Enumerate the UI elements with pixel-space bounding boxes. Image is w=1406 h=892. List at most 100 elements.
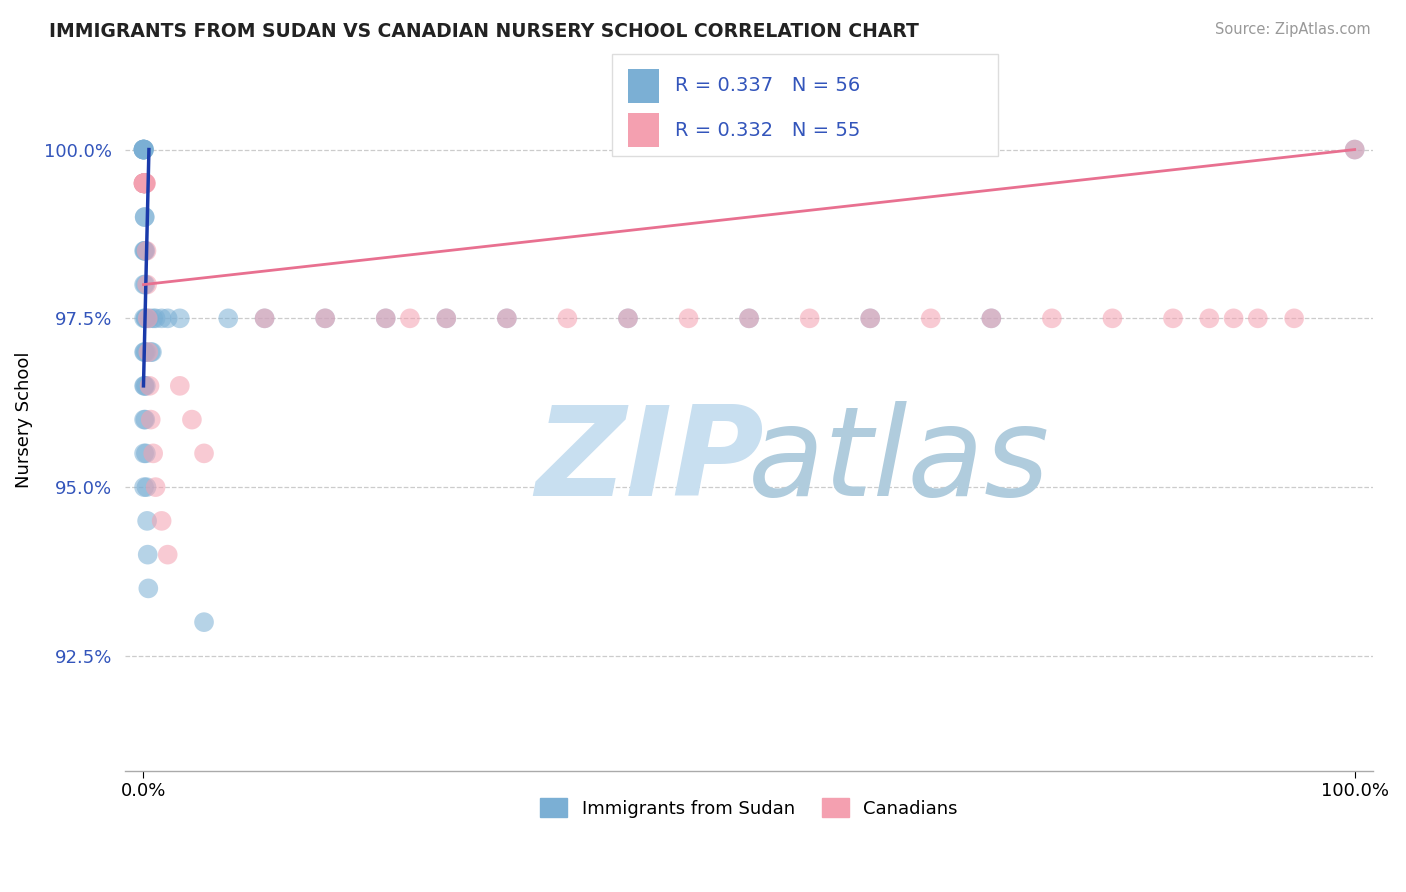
Point [169, 311, 191, 326]
Point [156, 548, 179, 562]
Point [434, 311, 457, 326]
Point [314, 311, 336, 326]
Point [156, 311, 179, 326]
Point [1222, 311, 1244, 326]
Point [141, 345, 163, 359]
Point [132, 176, 155, 190]
Point [193, 615, 215, 629]
Point [134, 412, 156, 426]
Point [314, 311, 336, 326]
Point [132, 176, 155, 190]
Point [134, 244, 156, 258]
Point [134, 176, 156, 190]
Text: IMMIGRANTS FROM SUDAN VS CANADIAN NURSERY SCHOOL CORRELATION CHART: IMMIGRANTS FROM SUDAN VS CANADIAN NURSER… [49, 22, 920, 41]
Point [145, 311, 167, 326]
Point [132, 446, 155, 460]
Text: Source: ZipAtlas.com: Source: ZipAtlas.com [1215, 22, 1371, 37]
Point [134, 277, 156, 292]
Point [132, 176, 155, 190]
Point [134, 176, 156, 190]
Point [132, 176, 155, 190]
Point [132, 311, 155, 326]
Point [132, 143, 155, 157]
Point [1344, 143, 1367, 157]
Point [134, 176, 156, 190]
Point [134, 210, 156, 224]
Point [253, 311, 276, 326]
Point [136, 514, 159, 528]
Point [132, 143, 155, 157]
Point [132, 379, 155, 393]
Point [135, 446, 157, 460]
Point [253, 311, 276, 326]
Point [134, 311, 156, 326]
Point [132, 176, 155, 190]
Text: atlas: atlas [748, 401, 1050, 522]
Point [135, 244, 157, 258]
Point [374, 311, 396, 326]
Point [136, 582, 159, 596]
Point [134, 379, 156, 393]
Point [1101, 311, 1123, 326]
Text: R = 0.337   N = 56: R = 0.337 N = 56 [675, 76, 860, 95]
Point [132, 176, 155, 190]
Point [859, 311, 882, 326]
Point [132, 176, 155, 190]
Point [1040, 311, 1063, 326]
Point [557, 311, 579, 326]
Point [135, 480, 157, 494]
Point [135, 176, 157, 190]
Text: R = 0.332   N = 55: R = 0.332 N = 55 [675, 120, 860, 140]
Point [134, 176, 156, 190]
Point [132, 176, 155, 190]
Point [181, 412, 204, 426]
Point [132, 176, 155, 190]
Point [134, 176, 156, 190]
Point [138, 379, 160, 393]
Point [738, 311, 761, 326]
Point [495, 311, 517, 326]
Point [799, 311, 821, 326]
Point [1161, 311, 1184, 326]
Point [134, 176, 156, 190]
Point [139, 412, 162, 426]
Point [135, 345, 157, 359]
Point [132, 480, 155, 494]
Point [1247, 311, 1270, 326]
Y-axis label: Nursery School: Nursery School [15, 351, 32, 488]
Point [134, 345, 156, 359]
Point [132, 176, 155, 190]
Point [495, 311, 517, 326]
Point [132, 143, 155, 157]
Point [617, 311, 640, 326]
Point [132, 176, 155, 190]
Point [374, 311, 396, 326]
Point [132, 143, 155, 157]
Point [138, 311, 160, 326]
Text: ZIP: ZIP [534, 401, 763, 522]
Point [169, 379, 191, 393]
Point [150, 514, 173, 528]
Point [134, 244, 156, 258]
Point [136, 548, 159, 562]
Point [139, 345, 162, 359]
Point [135, 176, 157, 190]
Point [132, 277, 155, 292]
Point [920, 311, 942, 326]
Point [132, 176, 155, 190]
Point [145, 480, 167, 494]
Point [132, 412, 155, 426]
Point [132, 143, 155, 157]
Point [132, 143, 155, 157]
Point [193, 446, 215, 460]
Point [132, 345, 155, 359]
Point [132, 176, 155, 190]
Point [132, 244, 155, 258]
Point [859, 311, 882, 326]
Point [134, 176, 156, 190]
Point [132, 143, 155, 157]
Point [980, 311, 1002, 326]
Point [1344, 143, 1367, 157]
Point [150, 311, 173, 326]
Point [738, 311, 761, 326]
